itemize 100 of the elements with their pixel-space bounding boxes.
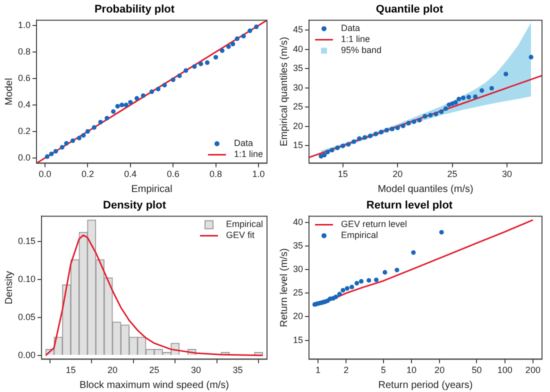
point bbox=[362, 135, 368, 140]
point bbox=[357, 136, 362, 141]
point bbox=[64, 141, 69, 146]
chart-title: Probability plot bbox=[94, 4, 175, 16]
legend-label: GEV fit bbox=[226, 230, 255, 240]
point bbox=[120, 102, 124, 108]
point bbox=[412, 119, 416, 124]
point bbox=[162, 82, 167, 88]
y-axis-title: Density bbox=[4, 271, 15, 304]
point bbox=[373, 132, 378, 136]
x-tick-label: 5 bbox=[380, 365, 386, 376]
y-tick-label: 0.6 bbox=[18, 72, 31, 83]
x-tick-label: 15 bbox=[338, 169, 348, 180]
point bbox=[104, 116, 110, 120]
x-tick-label: 20 bbox=[107, 365, 118, 376]
x-tick-label: 30 bbox=[502, 169, 512, 180]
point bbox=[434, 112, 438, 116]
point bbox=[128, 100, 133, 105]
point bbox=[443, 106, 448, 111]
x-tick-label: 20 bbox=[434, 365, 445, 376]
point bbox=[322, 152, 327, 158]
x-tick-label: 15 bbox=[66, 365, 76, 376]
y-tick-label: 15 bbox=[292, 140, 304, 150]
point bbox=[254, 24, 259, 30]
point bbox=[460, 96, 466, 100]
y-tick-label: 0.00 bbox=[18, 350, 36, 360]
legend-label: Empirical bbox=[226, 219, 264, 230]
point bbox=[92, 125, 96, 130]
x-tick-label: 1.0 bbox=[252, 169, 265, 180]
point bbox=[85, 129, 90, 134]
x-tick-label: 30 bbox=[191, 365, 202, 376]
point bbox=[44, 154, 50, 159]
legend-label: 95% band bbox=[341, 45, 382, 56]
point bbox=[378, 130, 384, 134]
point bbox=[184, 68, 188, 73]
point bbox=[140, 93, 146, 98]
y-tick-label: 0.15 bbox=[18, 236, 36, 246]
x-tick-label: 0.6 bbox=[166, 169, 180, 180]
point bbox=[248, 28, 252, 34]
point bbox=[226, 44, 231, 49]
legend-label: Data bbox=[234, 138, 253, 148]
point bbox=[234, 36, 240, 42]
point bbox=[400, 124, 406, 128]
point bbox=[352, 139, 356, 144]
point bbox=[439, 109, 444, 114]
x-axis-title: Model quantiles (m/s) bbox=[378, 184, 474, 195]
y-tick-label: 0.2 bbox=[18, 126, 31, 136]
x-tick-label: 0.4 bbox=[124, 169, 137, 180]
y-tick-label: 45 bbox=[292, 24, 304, 35]
point bbox=[340, 144, 346, 148]
y-tick-label: 35 bbox=[292, 240, 304, 250]
y-axis-title: Return level (m/s) bbox=[278, 248, 290, 328]
point bbox=[368, 134, 373, 138]
y-tick-label: 30 bbox=[292, 264, 304, 274]
point bbox=[480, 88, 484, 93]
y-tick-label: 25 bbox=[292, 102, 304, 112]
legend-label: 1:1 line bbox=[234, 149, 264, 160]
y-tick-label: 20 bbox=[292, 311, 304, 322]
point bbox=[428, 112, 433, 118]
x-tick-label: 1 bbox=[316, 365, 321, 376]
point bbox=[406, 120, 411, 126]
point bbox=[81, 133, 86, 138]
legend-label: Data bbox=[341, 23, 360, 34]
point bbox=[330, 148, 334, 152]
x-tick-label: 35 bbox=[232, 365, 243, 376]
legend-label: GEV return level bbox=[341, 219, 408, 230]
y-tick-label: 15 bbox=[292, 334, 304, 345]
point bbox=[53, 148, 58, 154]
point bbox=[453, 100, 458, 105]
point bbox=[124, 102, 128, 108]
x-axis-title: Block maximum wind speed (m/s) bbox=[80, 380, 229, 391]
y-tick-label: 20 bbox=[292, 120, 304, 131]
point bbox=[70, 138, 76, 143]
point bbox=[213, 54, 218, 60]
point bbox=[134, 96, 140, 101]
point bbox=[395, 126, 400, 130]
point bbox=[177, 74, 182, 78]
point bbox=[156, 86, 160, 92]
chart-title: Return level plot bbox=[366, 200, 453, 212]
x-tick-label: 20 bbox=[392, 169, 403, 180]
point bbox=[325, 150, 330, 154]
point bbox=[390, 126, 394, 132]
point bbox=[489, 86, 494, 91]
x-axis-title: Empirical bbox=[131, 184, 172, 195]
x-axis-title: Return period (years) bbox=[378, 380, 473, 391]
point bbox=[76, 136, 82, 140]
point bbox=[422, 114, 428, 119]
point bbox=[192, 64, 197, 69]
y-tick-label: 35 bbox=[292, 63, 304, 74]
point bbox=[472, 94, 478, 99]
point bbox=[115, 104, 120, 109]
point bbox=[346, 142, 351, 147]
x-tick-label: 0.2 bbox=[81, 169, 94, 180]
point bbox=[170, 77, 176, 82]
point bbox=[384, 128, 389, 132]
y-tick-label: 1.0 bbox=[18, 20, 31, 30]
y-tick-label: 0.4 bbox=[18, 99, 31, 110]
x-tick-label: 10 bbox=[406, 365, 416, 376]
x-tick-label: 2 bbox=[344, 365, 349, 376]
y-tick-label: 40 bbox=[292, 44, 304, 54]
